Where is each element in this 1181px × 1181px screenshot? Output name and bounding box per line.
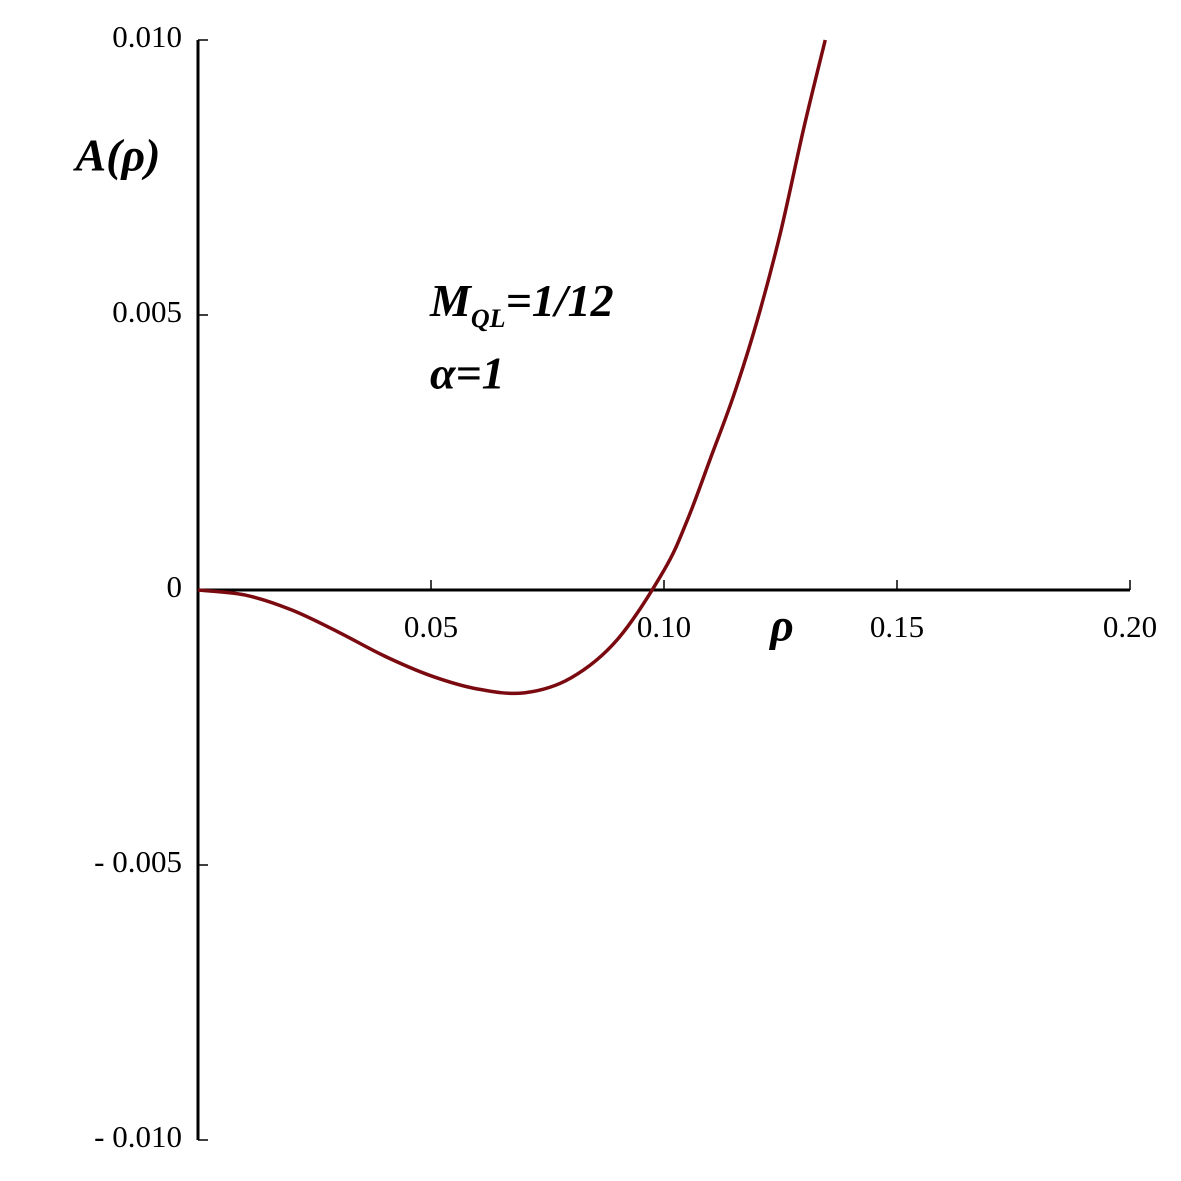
y-tick-label: 0.010 — [112, 19, 182, 54]
x-tick-label: 0.05 — [404, 609, 458, 644]
annotation-base: M — [429, 275, 473, 326]
annotation-rest: =1/12 — [506, 275, 614, 326]
x-tick-label: 0.15 — [870, 609, 924, 644]
y-tick-label: 0 — [167, 569, 183, 604]
y-tick-label: - 0.005 — [94, 844, 182, 879]
annotation: α=1 — [430, 348, 505, 399]
x-axis-label: ρ — [768, 600, 794, 651]
x-tick-label: 0.20 — [1103, 609, 1157, 644]
x-tick-label: 0.10 — [637, 609, 691, 644]
annotation: MQL=1/12 — [429, 275, 614, 333]
y-tick-label: - 0.010 — [94, 1119, 182, 1154]
annotation-subscript: QL — [471, 304, 506, 333]
data-line — [197, 39, 827, 696]
y-axis-label: A(ρ) — [72, 130, 160, 181]
y-tick-label: 0.005 — [112, 294, 182, 329]
